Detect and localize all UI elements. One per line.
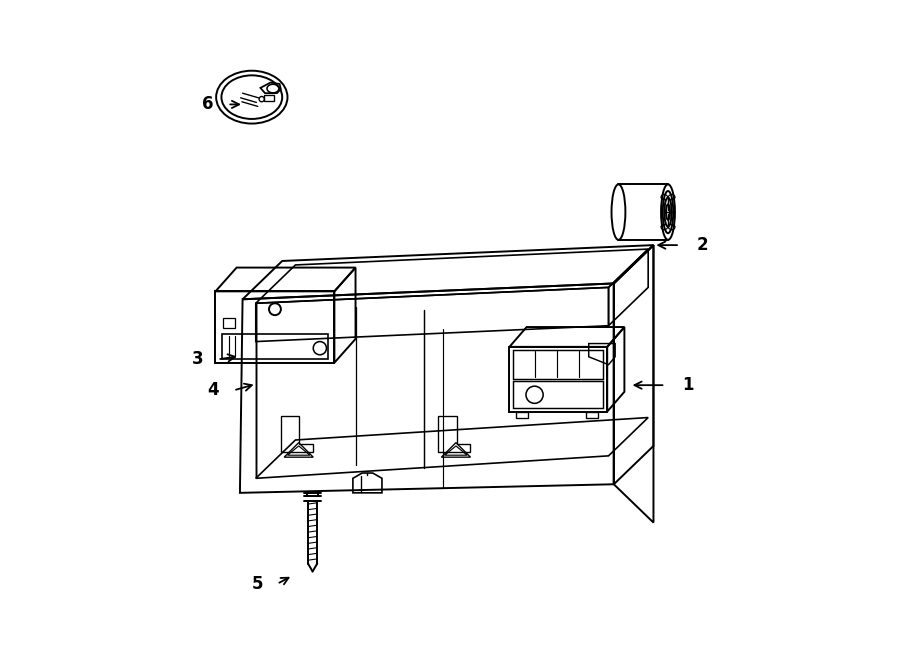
Text: 1: 1 <box>682 376 694 394</box>
Text: 5: 5 <box>251 575 263 593</box>
Text: 6: 6 <box>202 95 213 113</box>
Text: 2: 2 <box>697 236 708 254</box>
Text: 3: 3 <box>192 350 203 369</box>
Text: 4: 4 <box>208 381 220 399</box>
